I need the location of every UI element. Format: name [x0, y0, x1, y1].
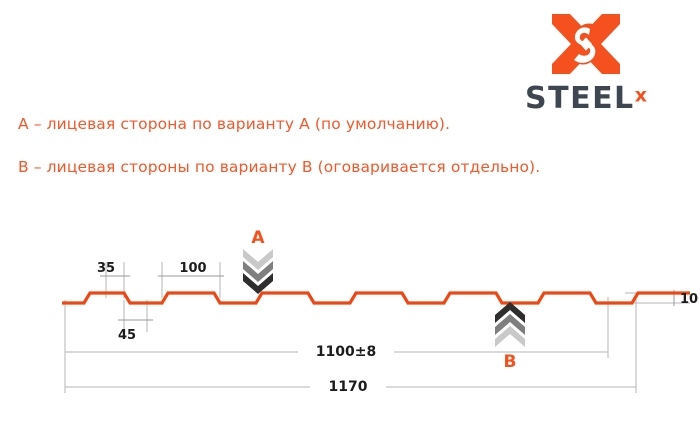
dimension-pitch: 100 — [179, 261, 207, 276]
marker-a-chevrons — [243, 249, 273, 294]
marker-label-b: B — [503, 352, 517, 372]
dimension-lines — [64, 262, 690, 393]
dimension-profile-height: 10 — [680, 292, 699, 307]
dimension-effective-width: 1100±8 — [315, 344, 377, 360]
dimension-valley-width: 45 — [117, 328, 137, 343]
legend-variant-b: В – лицевая стороны по варианту В (огова… — [18, 158, 541, 176]
brand-wordmark-superscript: x — [634, 84, 647, 107]
steelx-x-mark — [552, 14, 620, 74]
marker-b-chevrons — [495, 302, 525, 347]
brand-logo: STEELx — [525, 12, 687, 116]
dimension-total-width: 1170 — [328, 379, 368, 395]
brand-wordmark: STEELx — [525, 82, 687, 116]
corrugated-sheet-profile — [62, 291, 690, 305]
dimension-rib-top-width: 35 — [96, 261, 116, 276]
marker-label-a: A — [251, 228, 265, 248]
brand-wordmark-text: STEEL — [525, 81, 635, 116]
legend-variant-a: А – лицевая сторона по варианту А (по ум… — [18, 115, 451, 133]
